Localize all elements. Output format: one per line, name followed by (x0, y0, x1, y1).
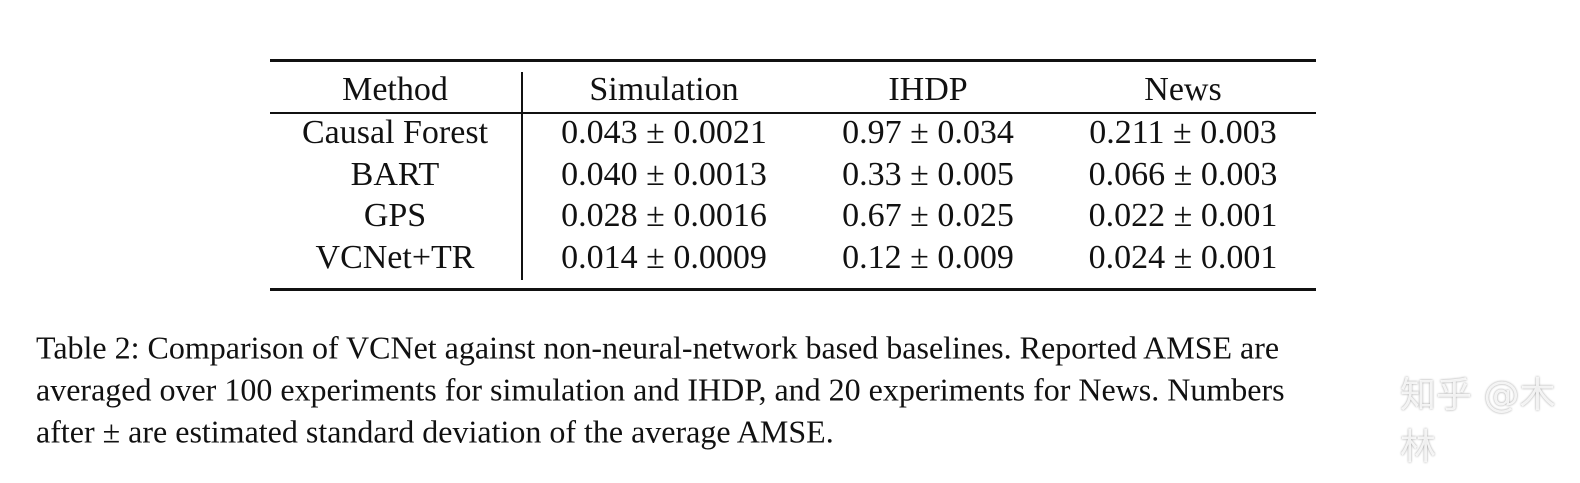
table-cell: 0.040 ± 0.0013 (561, 156, 767, 193)
watermark: 知乎 @木林 (1400, 375, 1556, 468)
column-header: IHDP (888, 71, 968, 108)
top-rule (270, 59, 1316, 62)
row-label: BART (350, 156, 440, 193)
row-label: Causal Forest (301, 114, 489, 151)
table-cell: 0.12 ± 0.009 (842, 239, 1014, 276)
column-separator (521, 72, 523, 280)
row-label: GPS (363, 197, 427, 234)
table-cell: 0.211 ± 0.003 (1089, 114, 1277, 151)
column-header: Simulation (589, 71, 739, 108)
column-header: Method (342, 71, 448, 108)
table-cell: 0.97 ± 0.034 (842, 114, 1014, 151)
caption-line: averaged over 100 experiments for simula… (36, 371, 1285, 408)
column-header: News (1144, 71, 1222, 108)
table-cell: 0.066 ± 0.003 (1088, 156, 1278, 193)
caption-line: Table 2: Comparison of VCNet against non… (36, 329, 1280, 366)
table-cell: 0.33 ± 0.005 (842, 156, 1014, 193)
table-cell: 0.024 ± 0.001 (1088, 239, 1278, 276)
table-cell: 0.022 ± 0.001 (1088, 197, 1278, 234)
table-cell: 0.028 ± 0.0016 (561, 197, 767, 234)
bottom-rule (270, 288, 1316, 291)
mid-rule (270, 112, 1316, 114)
table-cell: 0.043 ± 0.0021 (561, 114, 767, 151)
caption-line: after ± are estimated standard deviation… (36, 413, 834, 450)
table-cell: 0.014 ± 0.0009 (561, 239, 767, 276)
row-label: VCNet+TR (315, 239, 475, 276)
table-cell: 0.67 ± 0.025 (842, 197, 1014, 234)
